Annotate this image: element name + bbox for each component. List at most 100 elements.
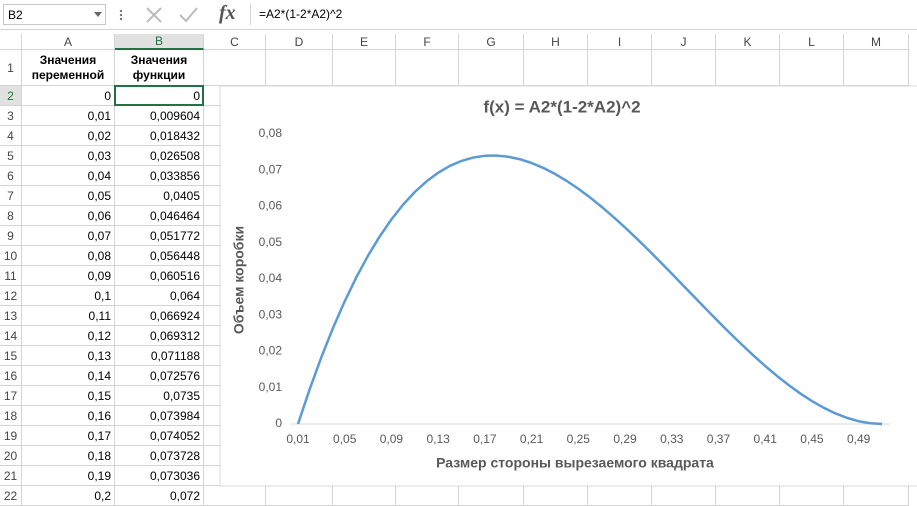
cell[interactable]: 0,018432	[115, 126, 204, 146]
cell[interactable]: 0,07	[22, 226, 115, 246]
cell[interactable]: 0,09	[22, 266, 115, 286]
name-box-text: B2	[8, 8, 23, 22]
cell[interactable]: 0,19	[22, 466, 115, 486]
row-header[interactable]: 21	[0, 466, 22, 486]
cell[interactable]: 0,046464	[115, 206, 204, 226]
cell[interactable]: 0,064	[115, 286, 204, 306]
cell[interactable]: 0,073728	[115, 446, 204, 466]
cell[interactable]: 0,14	[22, 366, 115, 386]
cell[interactable]: 0,01	[22, 106, 115, 126]
cell[interactable]: 0,066924	[115, 306, 204, 326]
cell[interactable]: 0,12	[22, 326, 115, 346]
column-header[interactable]: H	[524, 34, 588, 50]
cell[interactable]: 0,06	[22, 206, 115, 226]
y-tick-label: 0	[275, 416, 282, 430]
x-tick-label: 0,29	[613, 432, 637, 446]
cell[interactable]: 0,17	[22, 426, 115, 446]
formula-text: =A2*(1-2*A2)^2	[259, 7, 343, 21]
row-header[interactable]: 8	[0, 206, 22, 226]
column-header[interactable]: K	[716, 34, 780, 50]
row-header[interactable]: 12	[0, 286, 22, 306]
cell[interactable]: 0,11	[22, 306, 115, 326]
row-header[interactable]: 11	[0, 266, 22, 286]
x-tick-label: 0,09	[380, 432, 404, 446]
x-tick-label: 0,49	[847, 432, 871, 446]
row-header[interactable]: 15	[0, 346, 22, 366]
cell[interactable]: 0,069312	[115, 326, 204, 346]
column-header[interactable]: F	[396, 34, 459, 50]
y-tick-label: 0,08	[259, 126, 283, 140]
x-tick-label: 0,45	[800, 432, 824, 446]
y-tick-label: 0,02	[259, 344, 283, 358]
cell[interactable]: 0,16	[22, 406, 115, 426]
cell[interactable]: 0,0405	[115, 186, 204, 206]
row-header[interactable]: 18	[0, 406, 22, 426]
cell[interactable]: 0,051772	[115, 226, 204, 246]
row-header[interactable]: 17	[0, 386, 22, 406]
row-header[interactable]: 2	[0, 86, 22, 106]
cell[interactable]: 0,073984	[115, 406, 204, 426]
cell[interactable]: 0,072576	[115, 366, 204, 386]
column-header[interactable]: A	[22, 34, 115, 50]
row-header[interactable]: 9	[0, 226, 22, 246]
row-header[interactable]: 6	[0, 166, 22, 186]
cancel-icon[interactable]	[146, 7, 162, 23]
enter-icon[interactable]	[179, 7, 198, 23]
function-icon[interactable]: fx	[219, 2, 236, 24]
y-tick-label: 0,04	[259, 271, 283, 285]
cell[interactable]: 0,026508	[115, 146, 204, 166]
cell[interactable]: 0,056448	[115, 246, 204, 266]
x-tick-label: 0,13	[426, 432, 450, 446]
row-header[interactable]: 20	[0, 446, 22, 466]
formula-input[interactable]: =A2*(1-2*A2)^2	[250, 4, 917, 25]
row-header[interactable]: 4	[0, 126, 22, 146]
x-tick-label: 0,05	[333, 432, 357, 446]
cell[interactable]: 0,02	[22, 126, 115, 146]
cell[interactable]: 0,13	[22, 346, 115, 366]
cell[interactable]: 0,073036	[115, 466, 204, 486]
row-header[interactable]: 13	[0, 306, 22, 326]
cell[interactable]: 0,05	[22, 186, 115, 206]
cell[interactable]: 0,033856	[115, 166, 204, 186]
row-header[interactable]: 7	[0, 186, 22, 206]
column-header[interactable]: C	[204, 34, 266, 50]
chart-area[interactable]	[219, 85, 917, 487]
cell[interactable]: 0,04	[22, 166, 115, 186]
column-header[interactable]: M	[844, 34, 909, 50]
column-header[interactable]: G	[459, 34, 524, 50]
column-header[interactable]: D	[266, 34, 333, 50]
cell[interactable]: 0,08	[22, 246, 115, 266]
row-header[interactable]: 5	[0, 146, 22, 166]
row-header[interactable]: 19	[0, 426, 22, 446]
column-header[interactable]: L	[780, 34, 844, 50]
x-tick-label: 0,41	[754, 432, 778, 446]
row-header[interactable]: 16	[0, 366, 22, 386]
cell[interactable]: 0,0735	[115, 386, 204, 406]
cell[interactable]: Значения функции	[115, 50, 204, 86]
corner	[0, 34, 22, 50]
cell[interactable]: 0,009604	[115, 106, 204, 126]
row-header[interactable]: 10	[0, 246, 22, 266]
column-header[interactable]: I	[588, 34, 652, 50]
column-header[interactable]: B	[115, 34, 204, 50]
formula-bar: B2 fx =A2*(1-2*A2)^2	[0, 0, 917, 30]
cell[interactable]: Значения переменной	[22, 50, 115, 86]
active-cell-border	[114, 85, 204, 106]
row-header[interactable]: 1	[0, 50, 22, 86]
cell[interactable]: 0,1	[22, 286, 115, 306]
row-header[interactable]: 14	[0, 326, 22, 346]
row-header[interactable]: 3	[0, 106, 22, 126]
y-tick-label: 0,06	[259, 199, 283, 213]
cell[interactable]: 0,18	[22, 446, 115, 466]
cell[interactable]: 0,074052	[115, 426, 204, 446]
column-header[interactable]: E	[333, 34, 396, 50]
cell[interactable]: 0,071188	[115, 346, 204, 366]
chart: f(x) = A2*(1-2*A2)^2 Размер стороны выре…	[219, 85, 917, 487]
cell[interactable]: 0,060516	[115, 266, 204, 286]
cell[interactable]: 0,15	[22, 386, 115, 406]
column-header[interactable]: J	[652, 34, 716, 50]
x-tick-label: 0,17	[473, 432, 497, 446]
name-box[interactable]: B2	[3, 4, 106, 25]
cell[interactable]: 0,03	[22, 146, 115, 166]
